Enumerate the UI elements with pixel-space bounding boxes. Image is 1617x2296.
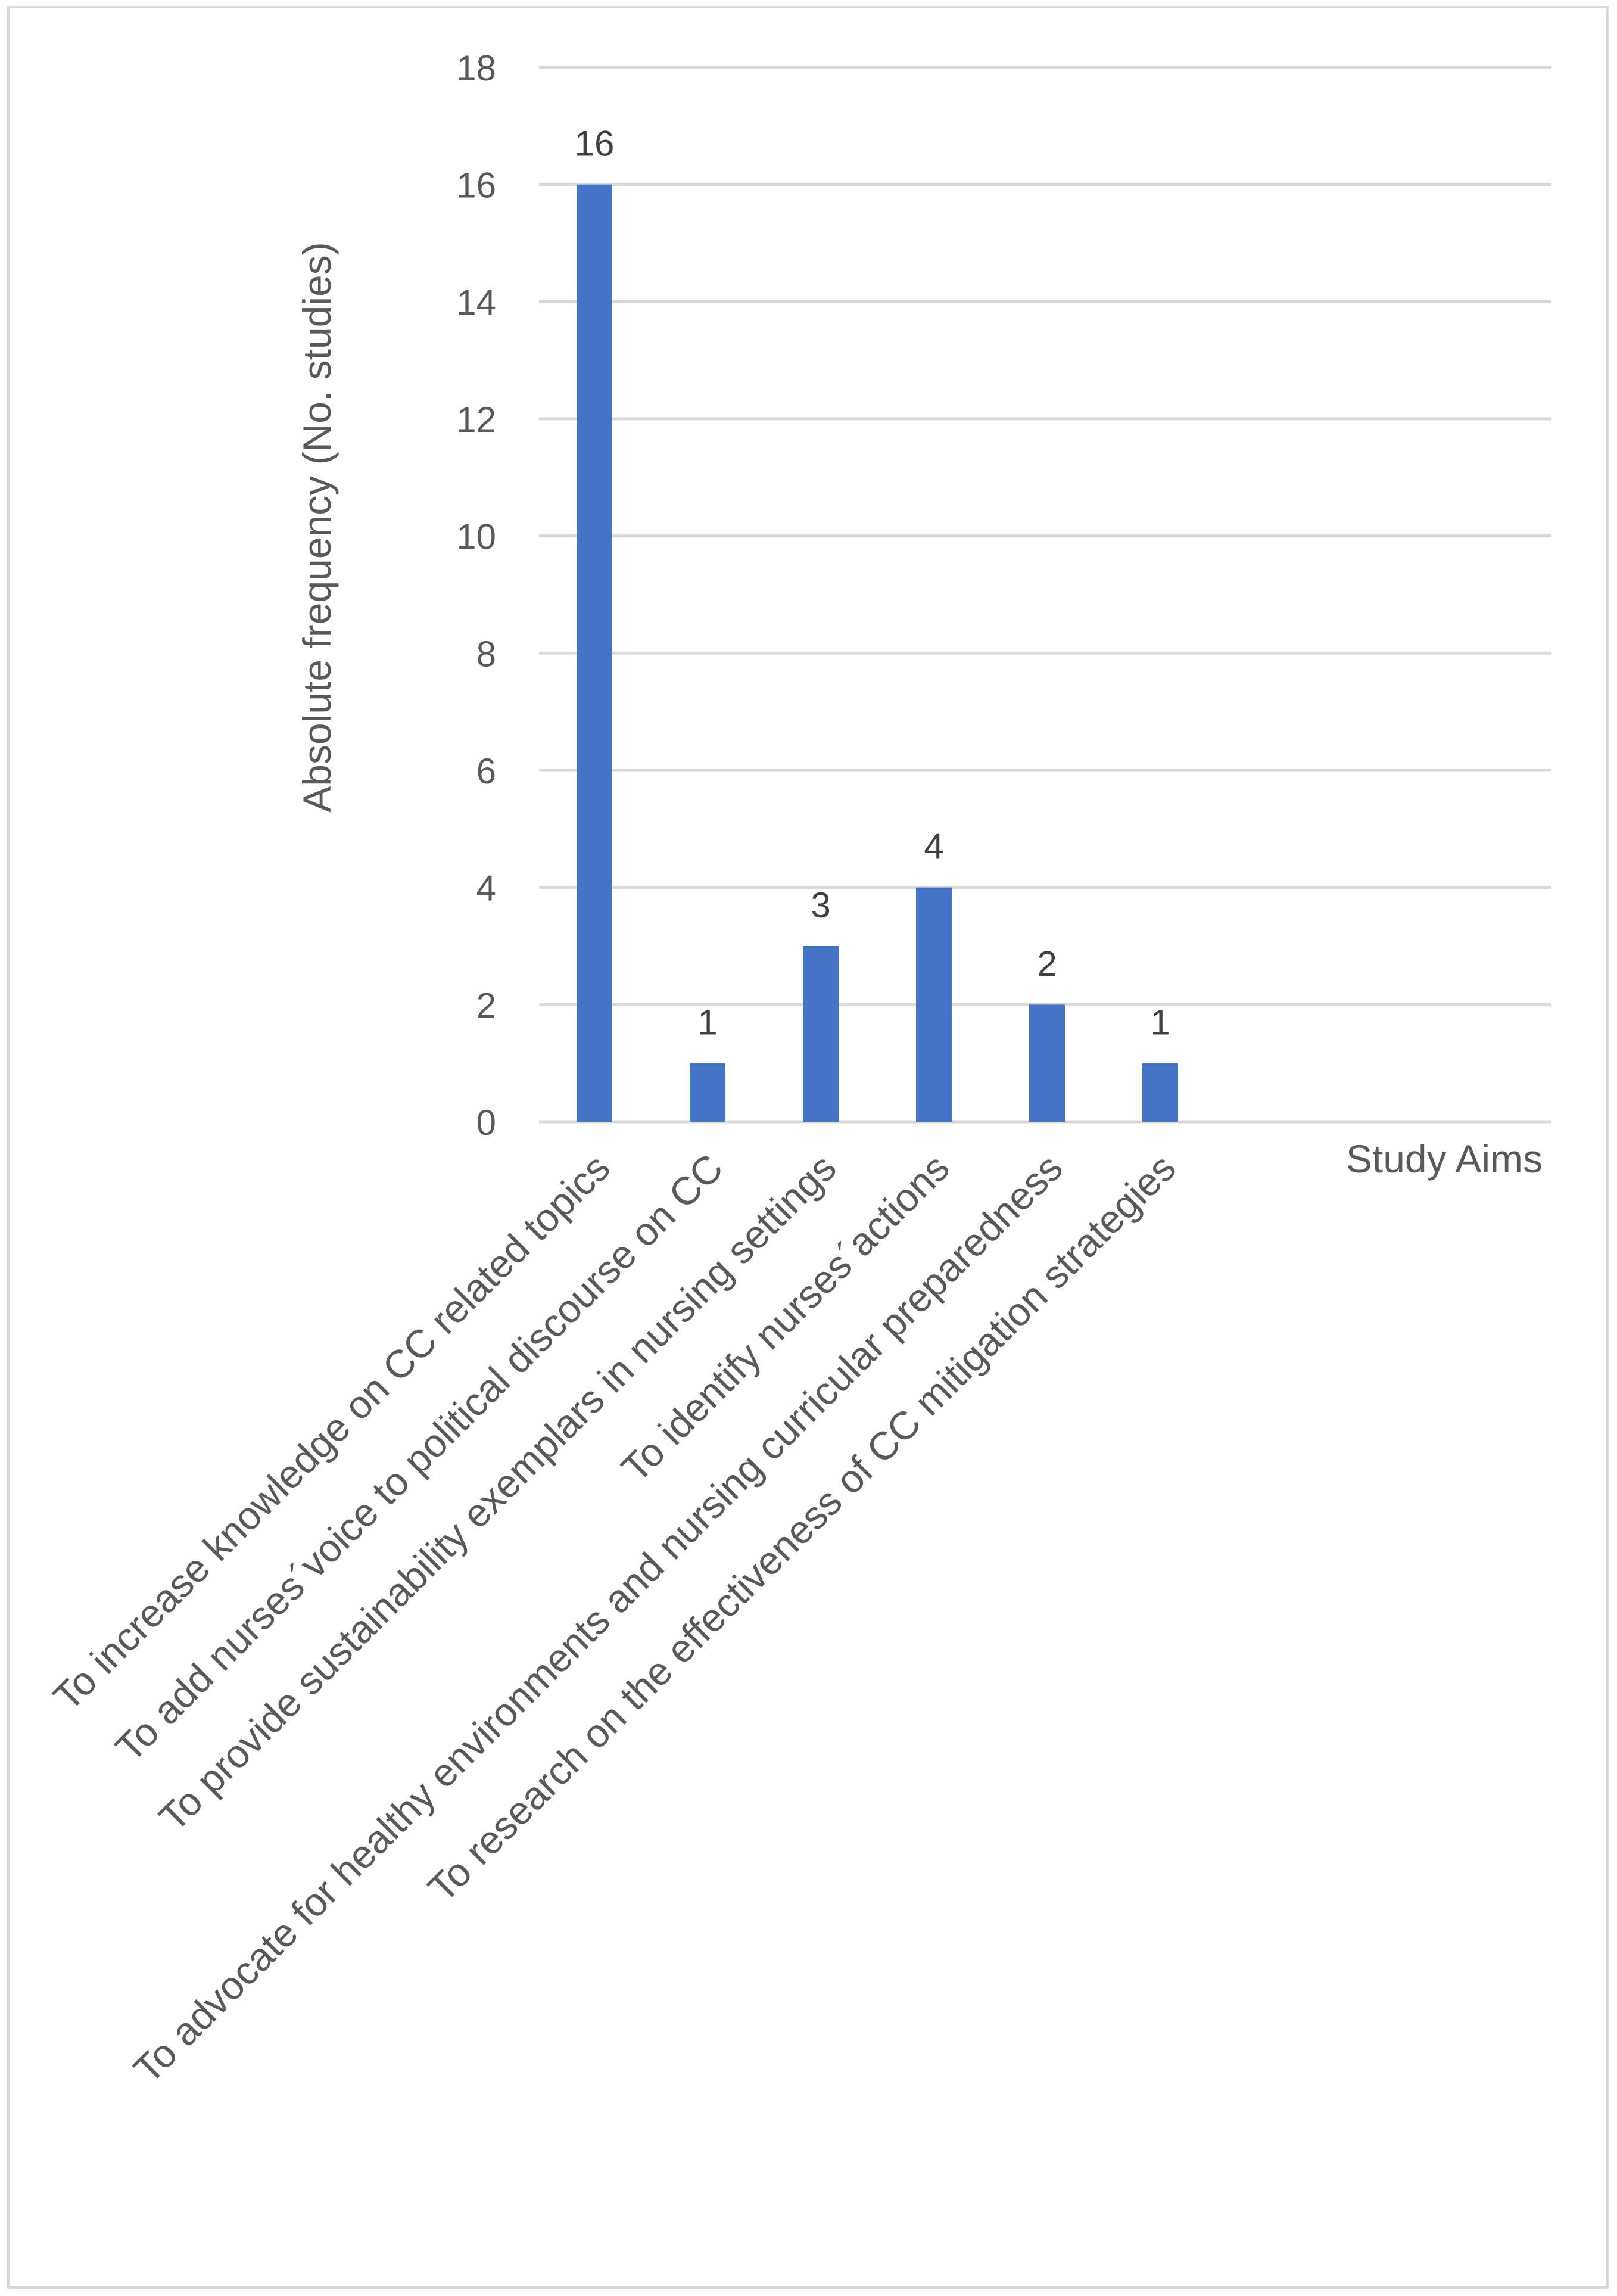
y-tick-label: 12: [456, 400, 496, 440]
bar: [690, 1063, 725, 1122]
bar: [803, 946, 839, 1122]
bars: [577, 184, 1178, 1122]
data-label: 1: [1150, 1003, 1170, 1043]
y-axis-title: Absolute frequency (No. studies): [295, 242, 339, 812]
y-tick-label: 10: [456, 517, 496, 557]
y-tick-label: 18: [456, 48, 496, 88]
data-label: 1: [697, 1003, 717, 1043]
data-label: 4: [924, 827, 943, 867]
data-label: 2: [1037, 944, 1057, 984]
chart-frame: [7, 6, 1609, 2289]
data-label: 16: [575, 124, 615, 164]
y-tick-label: 8: [476, 634, 496, 674]
bar: [1142, 1063, 1178, 1122]
y-tick-label: 4: [476, 869, 496, 909]
x-axis-title: Study Aims: [1346, 1137, 1543, 1181]
y-tick-label: 2: [476, 985, 496, 1025]
bar: [577, 184, 612, 1122]
bar: [916, 887, 952, 1122]
y-axis-ticks: 0 2 4 6 8 10 12 14 16 18: [456, 48, 496, 1143]
y-tick-label: 14: [456, 282, 496, 322]
bar: [1029, 1004, 1065, 1122]
data-labels: 16 1 3 4 2 1: [575, 124, 1170, 1043]
y-tick-label: 6: [476, 751, 496, 791]
y-tick-label: 16: [456, 166, 496, 206]
data-label: 3: [811, 885, 830, 925]
y-tick-label: 0: [476, 1103, 496, 1143]
x-axis-category-labels: To increase knowledge on CC related topi…: [45, 1146, 1184, 2092]
